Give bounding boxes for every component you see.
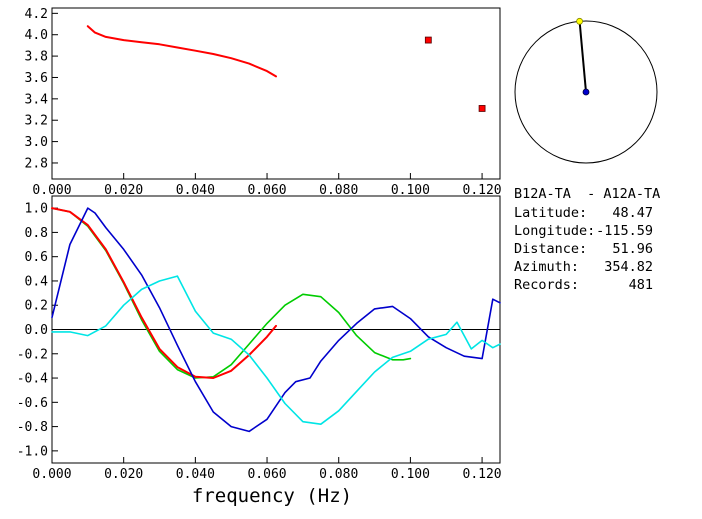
velocity-series-line-0 (86, 25, 277, 78)
correlation-y-tick-label: 0.2 (25, 299, 48, 314)
azimuth-needle (578, 21, 587, 93)
velocity-panel: 2.8 3.0 3.2 3.4 3.6 3.8 4.0 4.2 0.000 0.020 0.040… (25, 7, 502, 198)
correlation-y-ticks: 1.0 0.8 0.6 0.4 0.2 0.0 -0.2 -0.4 -0.6 -0.8 -1.0 (17, 202, 58, 459)
distance-value: 51.96 (612, 241, 653, 257)
latitude-label: Latitude: (514, 205, 587, 221)
x-axis-label: frequency (Hz) (192, 485, 352, 507)
velocity-series (86, 25, 486, 112)
correlation-series-line-1 (51, 207, 277, 379)
station-pair: B12A-TA - A12A-TA (514, 186, 660, 202)
longitude-label: Longitude: (514, 223, 595, 239)
station-center-marker (582, 88, 590, 96)
correlation-y-tick-label: -0.2 (17, 347, 48, 362)
latitude-value: 48.47 (612, 205, 653, 221)
correlation-series (51, 207, 501, 433)
velocity-y-tick-label: 4.2 (25, 7, 48, 22)
velocity-y-tick-label: 3.0 (25, 135, 48, 150)
correlation-y-tick-label: 0.6 (25, 250, 48, 265)
correlation-y-tick-label: -0.8 (17, 420, 48, 435)
velocity-y-tick-label: 3.2 (25, 114, 48, 129)
correlation-panel: 1.0 0.8 0.6 0.4 0.2 0.0 -0.2 -0.4 -0.6 -0.8 -1.0 0… (17, 195, 502, 507)
velocity-y-tick-label: 3.4 (25, 92, 49, 107)
correlation-y-tick-label: -0.4 (17, 372, 48, 387)
azimuth-tip-marker (576, 17, 583, 25)
correlation-series-line-0 (51, 207, 412, 379)
velocity-data-point (424, 36, 432, 44)
correlation-y-tick-label: 1.0 (25, 202, 48, 217)
velocity-x-tick-label: 0.060 (247, 183, 286, 198)
velocity-plot-frame (51, 7, 501, 180)
azimuth-value: 354.82 (604, 259, 653, 275)
correlation-x-tick-label: 0.040 (176, 467, 215, 482)
azimuth-label: Azimuth: (514, 259, 579, 275)
correlation-y-tick-label: 0.4 (25, 274, 49, 289)
velocity-y-tick-label: 3.8 (25, 50, 48, 65)
velocity-y-tick-label: 2.8 (25, 156, 48, 171)
correlation-x-tick-label: 0.080 (319, 467, 358, 482)
velocity-x-ticks: 0.000 0.020 0.040 0.060 0.080 0.100 0.120 (32, 173, 502, 198)
correlation-series-line-3 (51, 275, 501, 426)
correlation-series-line-2 (51, 207, 501, 433)
correlation-x-tick-label: 0.100 (391, 467, 430, 482)
velocity-y-ticks: 2.8 3.0 3.2 3.4 3.6 3.8 4.0 4.2 (25, 7, 58, 171)
compass-circle (514, 20, 658, 164)
correlation-x-ticks: 0.000 0.020 0.040 0.060 0.080 0.100 0.120 (32, 457, 502, 482)
station-info: B12A-TA - A12A-TA Latitude: 48.47 Longit… (514, 186, 660, 293)
velocity-y-tick-label: 3.6 (25, 71, 48, 86)
velocity-y-tick-label: 4.0 (25, 28, 48, 43)
correlation-x-tick-label: 0.060 (247, 467, 286, 482)
velocity-x-tick-label: 0.080 (319, 183, 358, 198)
velocity-x-tick-label: 0.020 (104, 183, 143, 198)
records-label: Records: (514, 277, 579, 293)
velocity-x-tick-label: 0.000 (32, 183, 71, 198)
velocity-data-point (478, 105, 486, 112)
records-value: 481 (629, 277, 653, 293)
azimuth-compass (514, 17, 658, 164)
velocity-x-tick-label: 0.120 (463, 183, 502, 198)
correlation-x-tick-label: 0.120 (463, 467, 502, 482)
correlation-y-tick-label: -0.6 (17, 396, 48, 411)
correlation-y-tick-label: -1.0 (17, 444, 48, 459)
correlation-y-tick-label: 0.0 (25, 323, 48, 338)
longitude-value: -115.59 (596, 223, 653, 239)
velocity-x-tick-label: 0.040 (176, 183, 215, 198)
correlation-x-tick-label: 0.000 (32, 467, 71, 482)
correlation-x-tick-label: 0.020 (104, 467, 143, 482)
correlation-y-tick-label: 0.8 (25, 226, 48, 241)
velocity-x-tick-label: 0.100 (391, 183, 430, 198)
distance-label: Distance: (514, 241, 587, 257)
